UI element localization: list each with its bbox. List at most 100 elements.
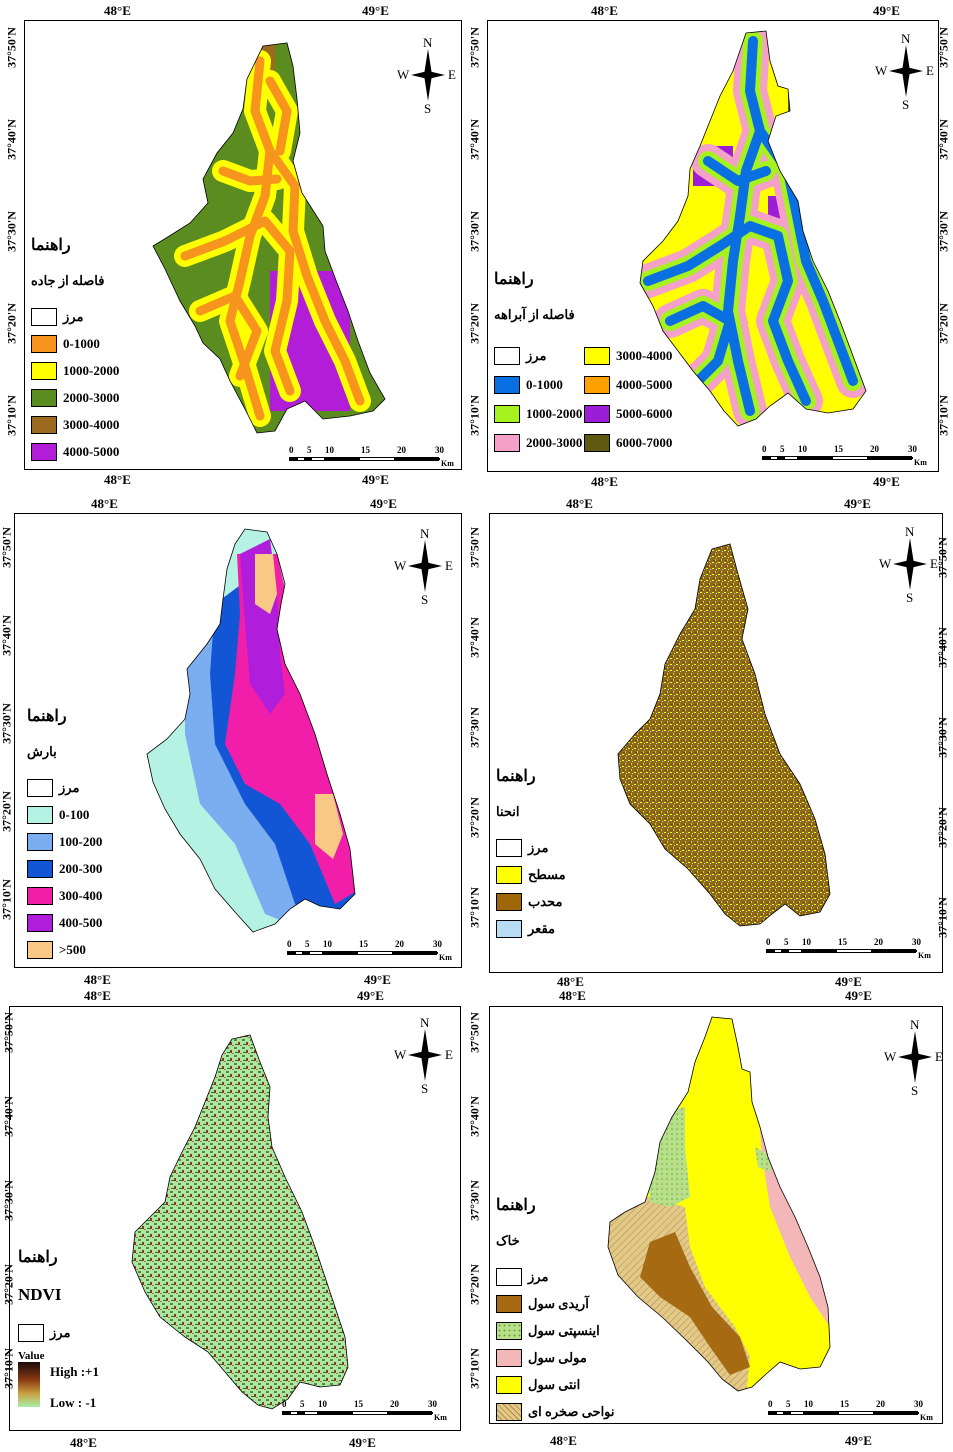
legend-label: 3000-4000 [616,348,673,363]
y-tick-latitude: 37°20'N [467,797,482,838]
y-tick-latitude: 37°30'N [467,1180,482,1221]
x-tick-49-bottom-p6: 49°E [845,1433,872,1448]
y-tick-latitude: 37°30'N [1,1180,16,1221]
legend-item: مسطح [496,861,566,888]
x-tick-48-bottom-p6: 48°E [550,1433,577,1448]
legend-label: مرز [526,348,547,363]
legend-label: 1000-2000 [63,362,120,378]
legend-swatch [27,859,53,878]
legend-label: مرز [59,779,80,795]
compass-e: E [935,1049,943,1064]
legend-swatch [496,1402,522,1421]
legend-item: 3000-4000 [31,411,119,438]
scale-unit: Km [920,1413,933,1422]
scale-bar: 0 5 10 15 20 30 Km [768,1399,933,1423]
legend-swatch [27,913,53,932]
legend-swatch [18,1323,44,1342]
legend-title: راهنما [18,1249,58,1266]
legend-label: آریدی سول [528,1295,589,1311]
scale-bar: 0 5 10 15 20 30 Km [282,1399,447,1423]
x-tick-49-top-p3: 49°E [370,496,397,511]
scale-label: 30 [435,445,444,455]
road-distance-map [152,42,386,434]
compass-s: S [906,590,914,605]
scale-label: 20 [390,1399,399,1409]
scale-label: 30 [433,939,442,949]
legend-item: 6000-7000 [584,433,684,453]
y-tick-latitude: 37°10'N [4,395,19,436]
legend-swatch [31,415,57,434]
y-tick-latitude: 37°10'N [467,887,482,928]
scale-label: 0 [762,444,767,454]
legend-label: 200-300 [59,860,103,876]
y-tick-latitude: 37°10'N [936,395,951,436]
ndvi-low-label: Low : -1 [50,1395,97,1410]
legend-item: 4000-5000 [31,438,119,465]
compass-n: N [420,1015,430,1030]
legend-subtitle: NDVI [18,1285,62,1304]
legend-item: 0-1000 [31,330,119,357]
legend-subtitle: فاصله از آبراهه [494,307,575,322]
compass-n: N [910,1017,920,1032]
compass-w: W [397,67,410,82]
scale-unit: Km [914,458,927,467]
legend-swatch [584,434,610,452]
legend-label: 3000-4000 [63,416,120,432]
legend-item: محدب [496,888,566,915]
legend-title: راهنما [494,271,534,288]
legend-label: 2000-3000 [526,435,583,450]
legend-swatch [496,1348,522,1367]
y-tick-latitude: 37°10'N [467,1348,482,1389]
legend-item: 100-200 [27,828,102,855]
legend-label: مرز [528,1268,549,1284]
y-tick-latitude: 37°30'N [4,211,19,252]
legend-label: مقعر [528,920,555,936]
legend-item: 400-500 [27,909,102,936]
compass-e: E [445,1047,453,1062]
y-tick-latitude: 37°30'N [467,707,482,748]
north-arrow: N S W E [884,1017,946,1098]
scale-bar-track [287,951,438,955]
legend-label: انتی سول [528,1376,581,1392]
compass-e: E [448,67,456,82]
scale-unit: Km [441,459,454,468]
scale-unit: Km [439,953,452,962]
legend-swatch [496,1267,522,1286]
scale-label: 10 [318,1399,327,1409]
legend-swatch [27,886,53,905]
y-tick-latitude: 37°50'N [1,1012,16,1053]
legend-item: 1000-2000 [31,357,119,384]
x-tick-48-top-p4: 48°E [566,496,593,511]
legend-swatch [27,778,53,797]
legend-label: مرز [528,839,549,855]
legend-swatch [494,434,520,452]
ndvi-value-label: Value [18,1350,45,1362]
y-tick-latitude: 37°30'N [935,717,950,758]
compass-s: S [911,1083,919,1098]
legend-item: 0-100 [27,801,102,828]
legend-item: مرز [496,834,566,861]
scale-label: 20 [395,939,404,949]
x-tick-48-bottom-p2: 48°E [591,474,618,489]
legend-item: مرز [18,1319,70,1346]
map-panel-road-distance: N S W E راهنما فاصله از جاده مرز 0-1000 10… [24,20,462,470]
legend-swatch [31,307,57,326]
legend-drainage-items: مرز 3000-4000 0-1000 4000-5000 1000-2000 5000… [494,346,684,453]
compass-e: E [445,558,453,573]
legend-item: مرز [27,774,102,801]
legend-item: 5000-6000 [584,404,684,424]
north-arrow: N S W E [394,1015,456,1096]
scale-bar-track [762,456,913,460]
legend-swatch [494,376,520,394]
y-tick-latitude: 37°50'N [467,27,482,68]
legend-ndvi: راهنما NDVI مرز Value [18,1247,70,1362]
scale-label: 5 [300,1399,305,1409]
y-tick-latitude: 37°20'N [4,303,19,344]
legend-item: 300-400 [27,882,102,909]
scale-label: 30 [428,1399,437,1409]
legend-item: >500 [27,936,102,963]
legend-label: >500 [59,941,86,957]
scale-bar: 0 5 10 15 20 30 Km [766,937,931,961]
legend-item: 200-300 [27,855,102,882]
legend-swatch [31,442,57,461]
